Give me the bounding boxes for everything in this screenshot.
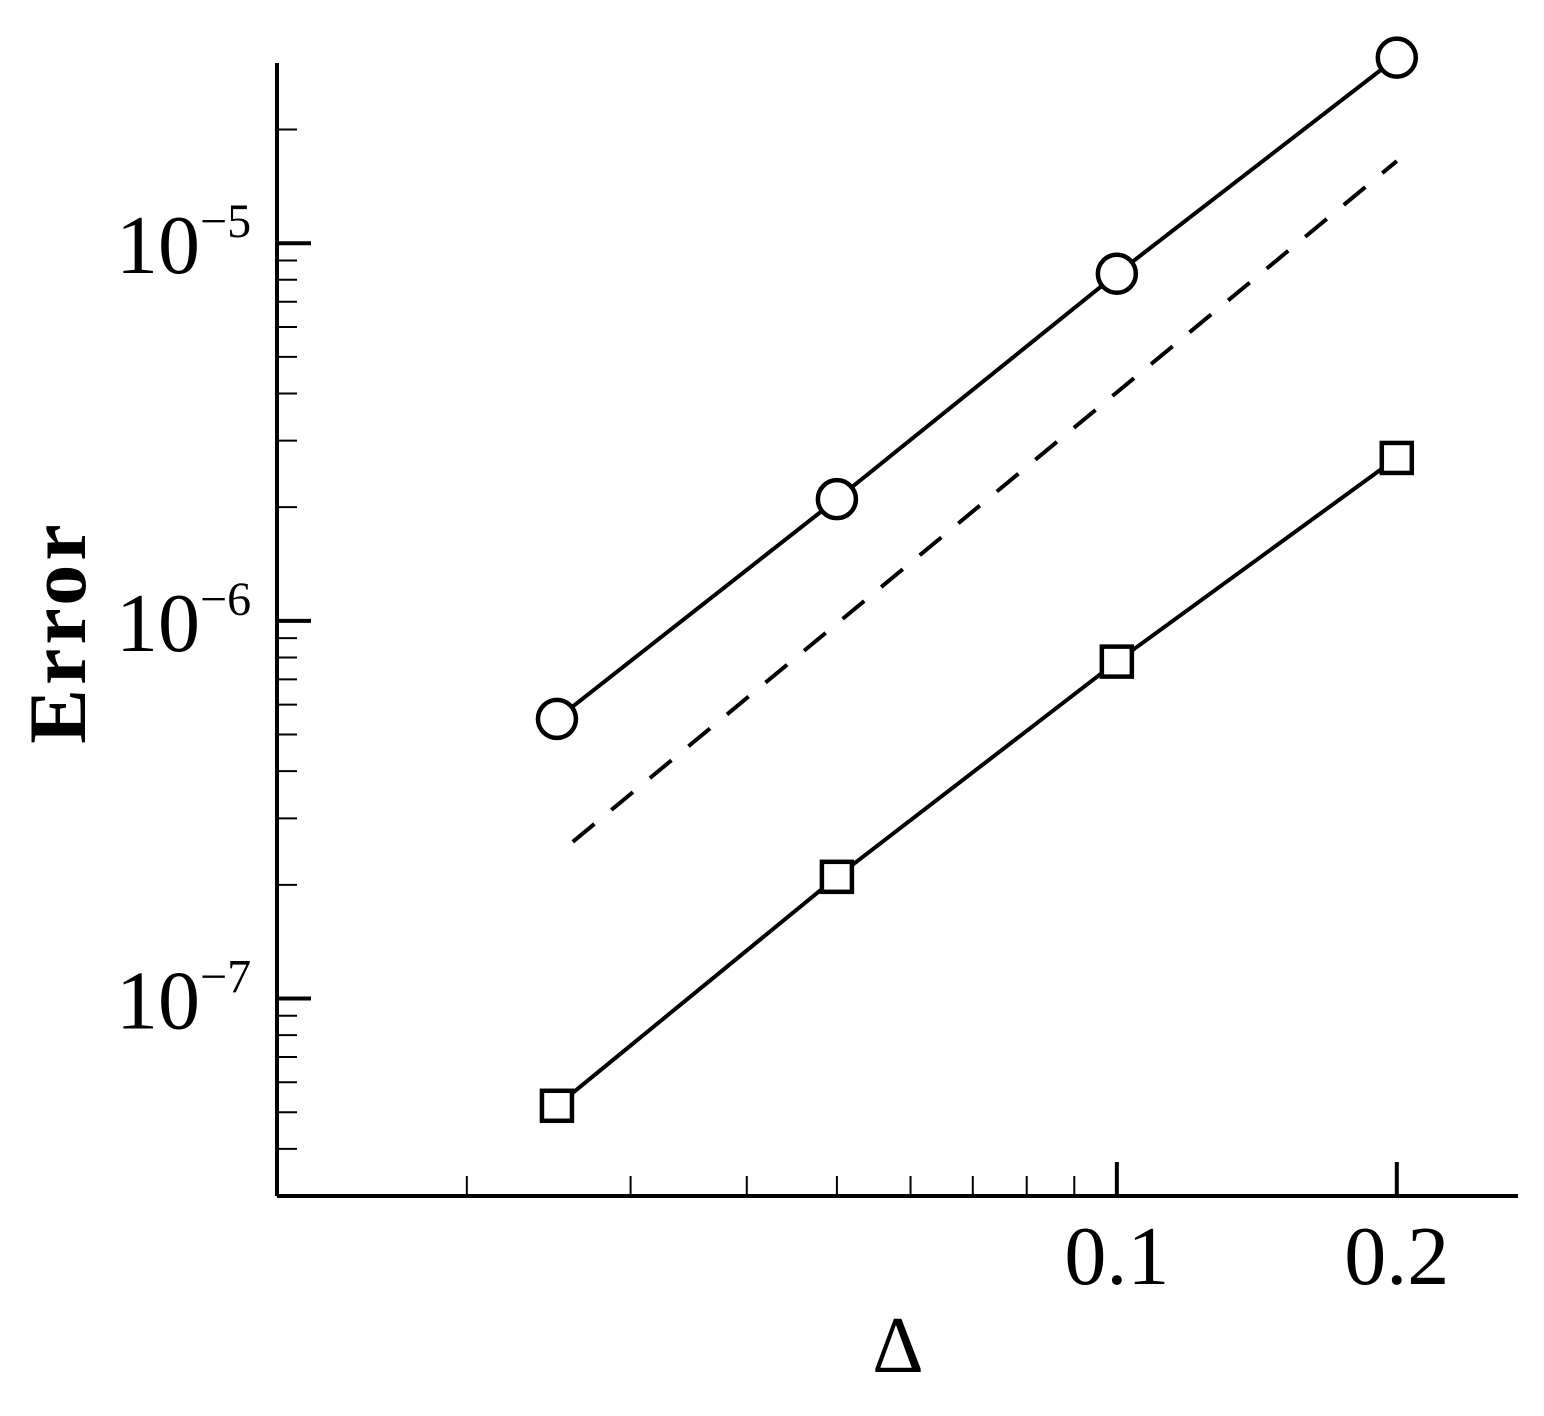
y-tick-label: 10	[116, 577, 200, 670]
series-group	[535, 36, 1419, 1124]
square-marker	[539, 1088, 575, 1124]
axes: 10−510−610 −70.1 0.2	[116, 63, 1518, 1303]
y-tick-label: 10	[116, 955, 200, 1048]
y-tick-label-exponent: −6	[200, 573, 251, 626]
y-tick-label: 10	[116, 199, 200, 292]
series-3	[539, 440, 1415, 1124]
circle-marker	[1095, 252, 1139, 296]
y-tick-label-base: 10	[116, 199, 200, 292]
y-axis-title: Error	[12, 520, 103, 743]
reference-slope-line	[571, 159, 1399, 844]
y-tick-label-exponent: −5	[200, 195, 251, 248]
x-axis-title: Δ	[872, 1302, 923, 1390]
circle-marker	[815, 477, 859, 521]
labels-group: Δ Error	[12, 520, 924, 1390]
series-line	[555, 456, 1398, 1108]
square-marker	[819, 859, 855, 895]
square-marker	[1099, 644, 1135, 679]
circle-marker	[535, 697, 579, 741]
x-tick-label: 0.1	[1064, 1210, 1169, 1303]
series-1	[535, 36, 1419, 741]
series-2	[571, 159, 1399, 844]
x-tick-label: 0.2	[1344, 1210, 1449, 1303]
y-tick-label-base: 10	[116, 955, 200, 1048]
series-line	[555, 56, 1399, 721]
y-tick-label-base: 10	[116, 577, 200, 670]
circle-marker	[1375, 36, 1419, 79]
y-tick-label-exponent: −7	[200, 951, 251, 1004]
square-marker	[1379, 440, 1415, 476]
